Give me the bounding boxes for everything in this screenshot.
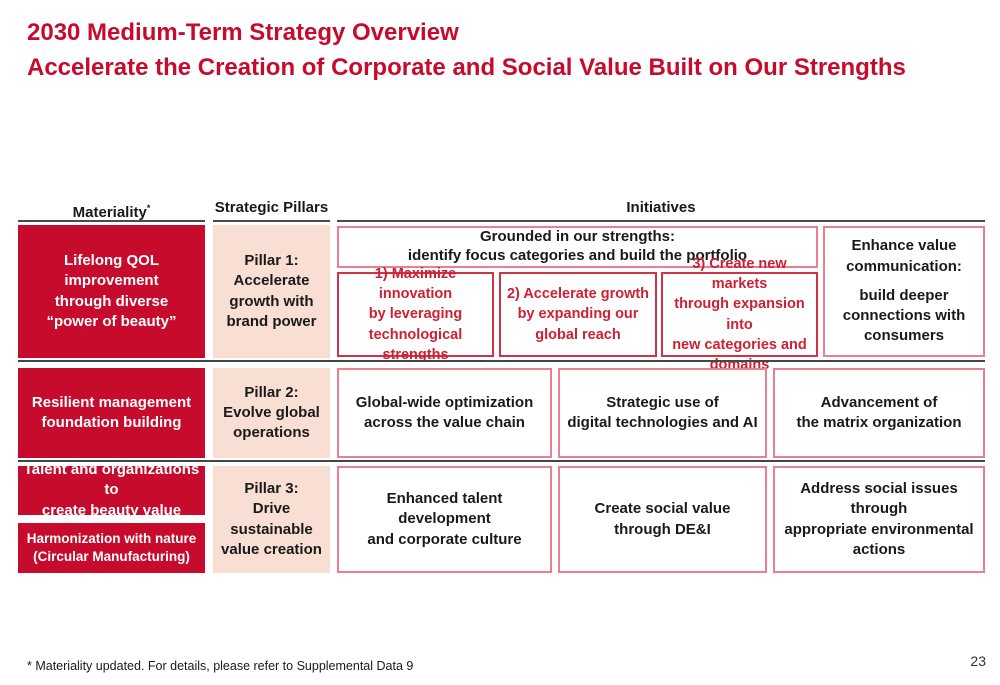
slide-title: 2030 Medium-Term Strategy Overview Accel… xyxy=(27,16,980,86)
slide-title-line1: 2030 Medium-Term Strategy Overview xyxy=(27,19,459,46)
initiative-box-create-new-markets: 3) Create new markets through expansion … xyxy=(661,256,818,373)
initiative-box-maximize-innovation: 1) Maximize innovation by leveraging tec… xyxy=(337,266,494,363)
materiality-header-label: Materiality xyxy=(72,204,147,221)
enhance-value-communication-box: Enhance value communication: build deepe… xyxy=(823,226,985,357)
row-separator-1 xyxy=(18,360,985,362)
materiality-box-talent-organizations: Talent and organizations to create beaut… xyxy=(18,461,205,519)
materiality-harmonization-nature-text: Harmonization with nature (Circular Manu… xyxy=(26,530,197,564)
materiality-asterisk: * xyxy=(146,203,151,213)
materiality-talent-organizations-text: Talent and organizations to create beaut… xyxy=(23,461,200,519)
initiative-environmental-actions-text: Address social issues through appropriat… xyxy=(784,480,974,558)
column-header-materiality: Materiality* xyxy=(18,198,205,222)
page-number: 23 xyxy=(970,653,986,669)
enhance-value-communication-text: Enhance value communication: xyxy=(846,237,962,275)
grounded-strengths-header-box: Grounded in our strengths: identify focu… xyxy=(337,226,818,268)
initiative-box-global-optimization: Global-wide optimization across the valu… xyxy=(337,368,552,458)
materiality-box-harmonization-nature: Harmonization with nature (Circular Manu… xyxy=(18,523,205,573)
pillar-2-text: Pillar 2: Evolve global operations xyxy=(223,383,320,442)
column-header-initiatives: Initiatives xyxy=(337,198,985,222)
initiative-box-matrix-organization: Advancement of the matrix organization xyxy=(773,368,985,458)
initiative-create-new-markets-text: 3) Create new markets through expansion … xyxy=(672,255,807,374)
materiality-resilient-management-text: Resilient management foundation building xyxy=(31,393,192,431)
grounded-strengths-header-text: Grounded in our strengths: identify focu… xyxy=(407,228,748,264)
pillar-1-box: Pillar 1: Accelerate growth with brand p… xyxy=(213,225,330,358)
initiative-talent-development-text: Enhanced talent development and corporat… xyxy=(367,490,522,548)
initiative-box-accelerate-growth: 2) Accelerate growth by expanding our gl… xyxy=(499,272,657,357)
build-deeper-connections-text: build deeper connections with consumers xyxy=(842,286,966,345)
pillar-2-box: Pillar 2: Evolve global operations xyxy=(213,368,330,458)
materiality-box-lifelong-qol: Lifelong QOL improvement through diverse… xyxy=(18,225,205,358)
initiative-digital-ai-text: Strategic use of digital technologies an… xyxy=(567,393,758,431)
initiative-box-social-value-dei: Create social value through DE&I xyxy=(558,466,767,573)
initiatives-header-label: Initiatives xyxy=(626,199,696,216)
initiative-box-environmental-actions: Address social issues through appropriat… xyxy=(773,466,985,573)
initiative-accelerate-growth-text: 2) Accelerate growth by expanding our gl… xyxy=(506,286,650,343)
column-header-strategic-pillars: Strategic Pillars xyxy=(213,198,330,222)
materiality-box-lifelong-qol-text: Lifelong QOL improvement through diverse… xyxy=(46,252,177,330)
row-separator-2 xyxy=(18,460,985,462)
pillar-3-text: Pillar 3: Drive sustainable value creati… xyxy=(221,480,322,558)
pillars-header-label: Strategic Pillars xyxy=(214,199,329,216)
initiative-maximize-innovation-text: 1) Maximize innovation by leveraging tec… xyxy=(368,265,463,363)
initiative-box-digital-ai: Strategic use of digital technologies an… xyxy=(558,368,767,458)
initiative-global-optimization-text: Global-wide optimization across the valu… xyxy=(355,393,534,431)
initiative-box-talent-development: Enhanced talent development and corporat… xyxy=(337,466,552,573)
slide-title-line2: Accelerate the Creation of Corporate and… xyxy=(27,53,906,81)
initiative-social-value-dei-text: Create social value through DE&I xyxy=(594,500,731,538)
materiality-box-resilient-management: Resilient management foundation building xyxy=(18,368,205,458)
initiative-matrix-organization-text: Advancement of the matrix organization xyxy=(796,393,962,431)
pillar-1-text: Pillar 1: Accelerate growth with brand p… xyxy=(226,252,317,330)
footnote: * Materiality updated. For details, plea… xyxy=(27,659,414,673)
pillar-3-box: Pillar 3: Drive sustainable value creati… xyxy=(213,466,330,573)
